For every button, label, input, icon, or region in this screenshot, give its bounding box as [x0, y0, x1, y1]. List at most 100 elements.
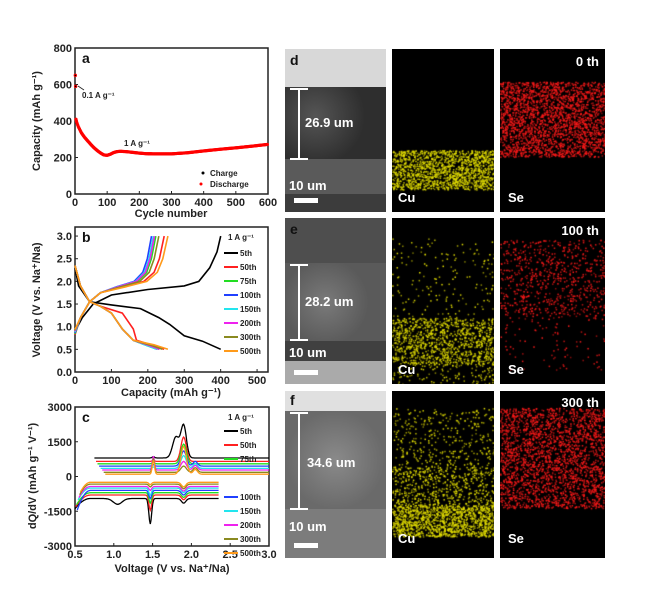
cathodic-curve-5th	[74, 497, 219, 525]
thickness-label-e: 28.2 um	[305, 294, 354, 309]
cu-map-canvas-e	[392, 218, 494, 384]
x-tick-label: 2.5	[223, 549, 238, 561]
annotation-arrow	[77, 85, 85, 91]
cu-map-d: Cu	[392, 49, 494, 212]
scale-bar-d	[294, 198, 318, 203]
legend-label-b: 50th	[240, 263, 257, 272]
cathodic-curve-100th	[76, 489, 219, 511]
thickness-label-f: 34.6 um	[307, 455, 356, 470]
legend-label-c: 5th	[240, 427, 252, 436]
discharge-curve-5th	[74, 267, 222, 351]
y-axis-label-b: Voltage (V vs. Na⁺/Na)	[31, 242, 43, 357]
x-tick-label: 1.5	[145, 549, 160, 561]
chart-panel-c: c 0.5 1.0 1.5 2.0 2.5 3.0-3000-1500015003000 …	[27, 402, 277, 575]
x-tick-label: 600	[259, 197, 277, 209]
legend-label-c: 300th	[240, 535, 261, 544]
y-tick-label: 1.0	[57, 322, 72, 334]
y-tick-label: 200	[54, 153, 72, 165]
x-tick-label: 200	[139, 375, 157, 387]
se-map-canvas-f	[500, 391, 605, 558]
legend-label-c: 500th	[240, 549, 261, 558]
y-axis-label-a: Capacity (mAh g⁻¹)	[31, 71, 43, 171]
cu-label-e: Cu	[398, 362, 416, 377]
cycle-label-d: 0 th	[575, 54, 599, 69]
se-map-e: 100 th Se	[500, 218, 605, 384]
dimension-cap-bottom	[290, 339, 308, 341]
x-tick-label: 500	[227, 197, 245, 209]
legend-label-b: 500th	[240, 347, 261, 356]
annotation-1: 1 A g⁻¹	[124, 139, 150, 148]
thickness-label-d: 26.9 um	[305, 115, 354, 130]
x-tick-label: 400	[211, 375, 229, 387]
panel-label-e: e	[290, 221, 298, 237]
y-tick-label: 800	[54, 43, 72, 55]
plot-frame-a	[74, 47, 269, 195]
y-tick-label: 600	[54, 80, 72, 92]
y-tick-label: 2.5	[57, 254, 72, 266]
charge-point	[74, 85, 77, 88]
x-tick-label: 2.0	[184, 549, 199, 561]
y-tick-label: 3000	[48, 402, 72, 414]
x-tick-label: 0	[72, 375, 78, 387]
sem-image-f: f 34.6 um 10 um	[285, 391, 386, 558]
x-tick-label: 300	[162, 197, 180, 209]
anodic-curve-5th	[94, 423, 269, 459]
scale-bar-f	[294, 543, 318, 548]
legend-title-b: 1 A g⁻¹	[228, 233, 254, 242]
x-tick-label: 0	[72, 197, 78, 209]
charge-curve-500th	[74, 235, 169, 330]
dimension-line	[298, 413, 300, 509]
y-tick-label: 3.0	[57, 231, 72, 243]
cu-map-canvas-d	[392, 49, 494, 212]
panel-label-c: c	[82, 409, 90, 425]
legend-label-b: 75th	[240, 277, 257, 286]
dimension-line	[298, 265, 300, 340]
cathodic-curve-300th	[79, 483, 219, 496]
dimension-line	[298, 89, 300, 159]
x-axis-label-c: Voltage (V vs. Na⁺/Na)	[114, 563, 229, 575]
y-tick-label: 0.5	[57, 344, 72, 356]
panel-label-b: b	[82, 229, 91, 245]
cathodic-curve-75th	[76, 492, 219, 506]
dimension-cap-bottom	[290, 158, 308, 160]
charge-curve-100th	[74, 235, 153, 334]
x-tick-label: 3.0	[261, 549, 276, 561]
cu-label-f: Cu	[398, 531, 416, 546]
y-axis-label-c: dQ/dV (mAh g⁻¹ V⁻¹)	[27, 423, 39, 530]
discharge-curve-500th	[74, 265, 169, 351]
anodic-curve-300th	[103, 458, 269, 473]
x-tick-label: 300	[175, 375, 193, 387]
panel-label-d: d	[290, 52, 299, 68]
x-axis-label-b: Capacity (mAh g⁻¹)	[121, 387, 221, 399]
x-tick-label: 200	[130, 197, 148, 209]
se-map-canvas-d	[500, 49, 605, 212]
legend-label-discharge: Discharge	[210, 180, 249, 189]
discharge-curve-100th	[74, 265, 160, 351]
charge-curve-300th	[74, 235, 160, 331]
panel-label-a: a	[82, 50, 90, 66]
x-axis-label-a: Cycle number	[135, 208, 208, 220]
cathodic-curve-500th	[79, 481, 219, 493]
x-tick-label: 100	[98, 197, 116, 209]
legend-label-c: 75th	[240, 455, 257, 464]
scale-bar-e	[294, 370, 318, 375]
legend-label-c: 100th	[240, 493, 261, 502]
legend-label-c: 50th	[240, 441, 257, 450]
annotation-0p1: 0.1 A g⁻¹	[82, 91, 115, 100]
legend-label-b: 200th	[240, 319, 261, 328]
y-tick-label: 2.0	[57, 276, 72, 288]
cathodic-curve-150th	[77, 487, 219, 501]
cycle-label-f: 300 th	[561, 395, 599, 410]
sem-image-d: d 26.9 um 10 um	[285, 49, 386, 212]
legend-label-b: 300th	[240, 333, 261, 342]
dimension-cap-bottom	[290, 508, 308, 510]
charge-curve-5th	[74, 235, 222, 332]
anodic-curve-100th	[99, 450, 269, 467]
y-tick-label: 400	[54, 116, 72, 128]
charge-point	[74, 74, 77, 77]
x-tick-label: 0.5	[67, 549, 82, 561]
se-label-d: Se	[508, 190, 524, 205]
cathodic-curve-200th	[78, 485, 219, 498]
legend-label-b: 150th	[240, 305, 261, 314]
